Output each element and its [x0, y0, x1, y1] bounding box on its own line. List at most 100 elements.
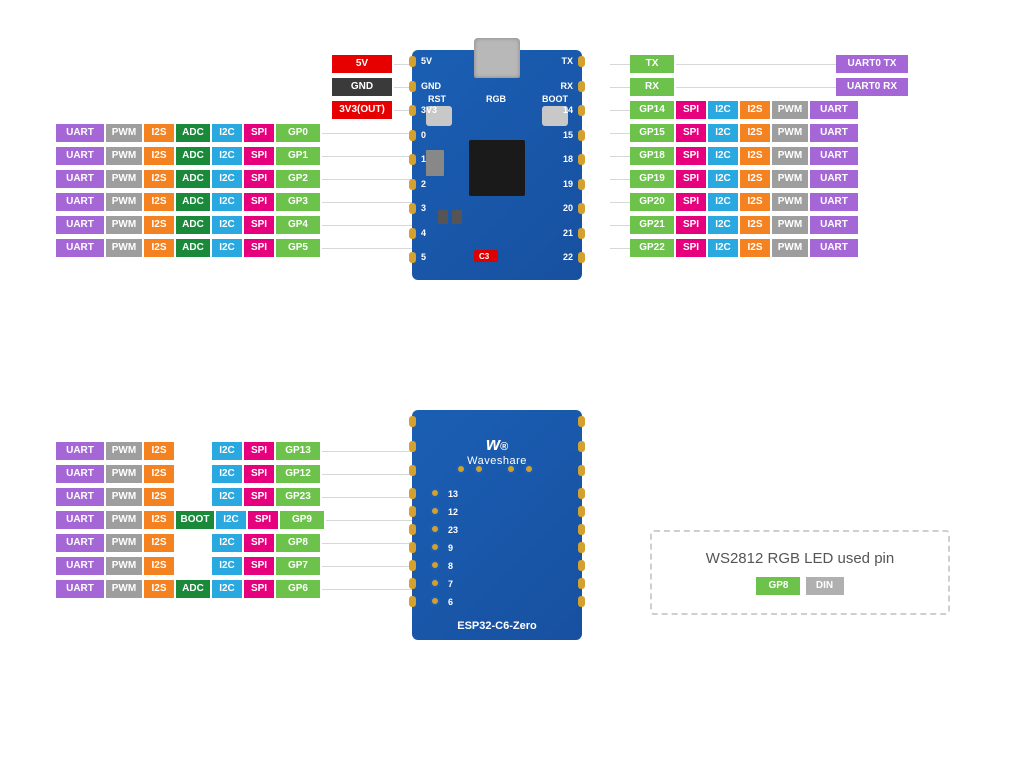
tag-i2s: I2S	[740, 170, 770, 188]
pin-row: UARTPWMI2SADCI2CSPIGP5	[56, 239, 418, 257]
top-right-txrx: TXUART0 TXRXUART0 RX	[610, 55, 908, 101]
tag-spi: SPI	[676, 170, 706, 188]
tag-i2c: I2C	[212, 193, 242, 211]
tag-uart: UART	[56, 557, 104, 575]
tag-uart: UART	[810, 193, 858, 211]
silk-pin-label: 3	[421, 203, 426, 213]
bottom-left-pin-rows: UARTPWMI2SI2CSPIGP13UARTPWMI2SI2CSPIGP12…	[56, 442, 422, 603]
silk-pin-label: 22	[563, 252, 573, 262]
tag-3v3: 3V3(OUT)	[332, 101, 392, 119]
tag-i2s: I2S	[144, 557, 174, 575]
legend-din: DIN	[806, 577, 844, 595]
silk-pin-label: 1	[421, 154, 426, 164]
pin-row: GP14SPII2CI2SPWMUART	[610, 101, 858, 119]
tag-gp: GP2	[276, 170, 320, 188]
silk-pin-label: 6	[448, 597, 453, 607]
pin-row: GP19SPII2CI2SPWMUART	[610, 170, 858, 188]
tag-pwm: PWM	[106, 557, 142, 575]
pin-row: UARTPWMI2SBOOTI2CSPIGP9	[56, 511, 422, 529]
tag-i2c: I2C	[708, 193, 738, 211]
tag-gp: GP21	[630, 216, 674, 234]
tag-i2c: I2C	[708, 124, 738, 142]
tag-adc: ADC	[176, 124, 210, 142]
tag-spi: SPI	[676, 124, 706, 142]
tag-spi: SPI	[676, 216, 706, 234]
tag-pwm: PWM	[106, 511, 142, 529]
silk-pin-label: 4	[421, 228, 426, 238]
tag-uart: UART	[56, 511, 104, 529]
silk-c3: C3	[479, 252, 489, 261]
silk-pin-label: 0	[421, 130, 426, 140]
tag-spi: SPI	[244, 193, 274, 211]
pin-row: GP20SPII2CI2SPWMUART	[610, 193, 858, 211]
tag-pwm: PWM	[772, 124, 808, 142]
tag-gp: GP13	[276, 442, 320, 460]
tag-i2s: I2S	[144, 193, 174, 211]
tag-pwm: PWM	[772, 147, 808, 165]
silk-pin-label: 18	[563, 154, 573, 164]
silk-pin-label: 19	[563, 179, 573, 189]
tag-spi: SPI	[244, 557, 274, 575]
tag-spi: SPI	[676, 193, 706, 211]
board-front-view: RST RGB BOOT C3 5VGND3V3012345TXRX141518…	[412, 50, 582, 280]
tag-pwm: PWM	[106, 170, 142, 188]
tag-adc: ADC	[176, 239, 210, 257]
tag-i2c: I2C	[212, 534, 242, 552]
tag-uart0: UART0 TX	[836, 55, 908, 73]
tag-i2c: I2C	[708, 147, 738, 165]
pin-row: UARTPWMI2SI2CSPIGP13	[56, 442, 422, 460]
tag-i2s: I2S	[144, 580, 174, 598]
tag-uart: UART	[56, 580, 104, 598]
pin-row: UARTPWMI2SI2CSPIGP23	[56, 488, 422, 506]
tag-i2s: I2S	[144, 147, 174, 165]
tag-gp: TX	[630, 55, 674, 73]
tag-spi: SPI	[244, 147, 274, 165]
tag-i2c: I2C	[708, 170, 738, 188]
tag-i2s: I2S	[740, 124, 770, 142]
ws2812-legend-box: WS2812 RGB LED used pin GP8 DIN	[650, 530, 950, 615]
tag-adc: ADC	[176, 193, 210, 211]
tag-pwm: PWM	[772, 170, 808, 188]
tag-gp: GP5	[276, 239, 320, 257]
tag-spi: SPI	[248, 511, 278, 529]
tag-i2c: I2C	[212, 465, 242, 483]
tag-i2c: I2C	[212, 124, 242, 142]
tag-i2s: I2S	[144, 170, 174, 188]
pin-row: UARTPWMI2SADCI2CSPIGP3	[56, 193, 418, 211]
tag-i2c: I2C	[212, 557, 242, 575]
silk-pin-label: 7	[448, 579, 453, 589]
tag-pwm: PWM	[106, 442, 142, 460]
pin-row: GP18SPII2CI2SPWMUART	[610, 147, 858, 165]
tag-i2c: I2C	[212, 216, 242, 234]
tag-spi: SPI	[244, 239, 274, 257]
tag-i2s: I2S	[740, 239, 770, 257]
tag-pwm: PWM	[106, 147, 142, 165]
tag-gp: RX	[630, 78, 674, 96]
silk-pin-label: 13	[448, 489, 458, 499]
silk-pin-label: 3V3	[421, 105, 437, 115]
tag-i2s: I2S	[740, 216, 770, 234]
tag-i2c: I2C	[708, 216, 738, 234]
tag-uart: UART	[56, 488, 104, 506]
tag-i2c: I2C	[708, 101, 738, 119]
tag-gp: GP6	[276, 580, 320, 598]
tag-i2c: I2C	[212, 442, 242, 460]
tag-spi: SPI	[244, 580, 274, 598]
pin-row: UARTPWMI2SADCI2CSPIGP1	[56, 147, 418, 165]
tag-i2s: I2S	[144, 534, 174, 552]
tag-i2s: I2S	[144, 216, 174, 234]
tag-spi: SPI	[676, 147, 706, 165]
tag-i2s: I2S	[144, 511, 174, 529]
pin-row: GP22SPII2CI2SPWMUART	[610, 239, 858, 257]
tag-spi: SPI	[244, 124, 274, 142]
silk-pin-label: 2	[421, 179, 426, 189]
tag-pwm: PWM	[106, 580, 142, 598]
tag-uart: UART	[810, 147, 858, 165]
legend-gp8: GP8	[756, 577, 800, 595]
silk-pin-label: GND	[421, 81, 441, 91]
pin-row: GP15SPII2CI2SPWMUART	[610, 124, 858, 142]
silk-rst: RST	[428, 94, 446, 104]
tag-pwm: PWM	[106, 488, 142, 506]
top-right-pin-rows: GP14SPII2CI2SPWMUART GP15SPII2CI2SPWMUART…	[610, 101, 858, 262]
tag-uart: UART	[56, 170, 104, 188]
